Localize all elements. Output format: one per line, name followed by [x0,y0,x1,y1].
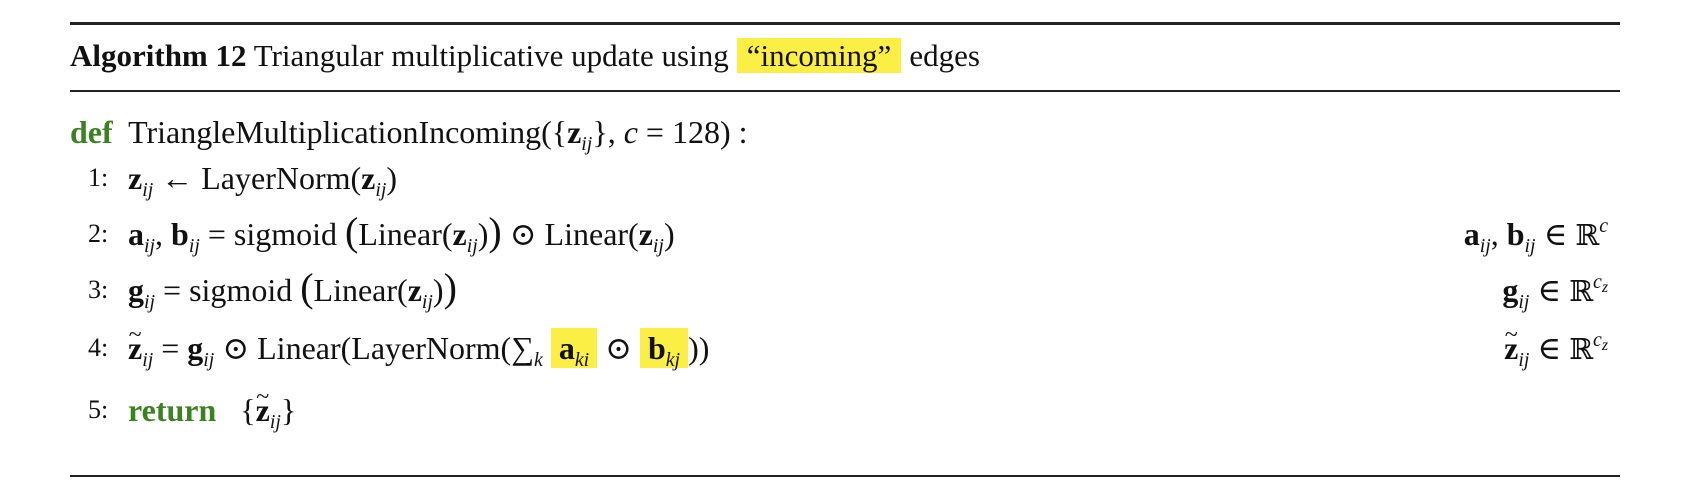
algorithm-step-5: 5: return {zij} [70,384,1620,436]
step-number: 5: [88,395,109,424]
algorithm-title-end: edges [909,38,980,73]
algorithm-step-4: 4: zij = gij ⊙ Linear(LayerNorm(∑k aki ⊙… [70,322,1620,374]
algorithm-step-2: 2: aij, bij = sigmoid (Linear(zij)) ⊙ Li… [70,208,1620,260]
bottom-rule [70,475,1620,477]
function-definition: def TriangleMultiplicationIncoming({zij}… [70,114,748,155]
step-expression: return {zij} [128,384,296,436]
step-number: 4: [88,333,109,362]
step-number: 2: [88,219,109,248]
step-expression: zij ← LayerNorm(zij) [128,160,398,201]
step-comment: aij, bij ∈ ℝc [1463,215,1608,257]
top-rule [70,22,1620,25]
step-expression: aij, bij = sigmoid (Linear(zij)) ⊙ Linea… [128,209,675,257]
algorithm-step-1: 1: zij ← LayerNorm(zij) [70,152,1620,204]
def-keyword: def [70,114,113,150]
return-keyword: return [128,392,217,428]
caption-rule [70,90,1620,92]
step-number: 1: [88,163,109,192]
step-expression: zij = gij ⊙ Linear(LayerNorm(∑k aki ⊙ bk… [128,322,709,374]
step-comment: zij ∈ ℝcz [1504,322,1608,375]
function-name: TriangleMultiplicationIncoming [128,114,542,150]
step-number: 3: [88,275,109,304]
algorithm-caption: Algorithm 12 Triangular multiplicative u… [70,32,980,80]
algorithm-title: Triangular multiplicative update using [253,38,729,73]
step-expression: gij = sigmoid (Linear(zij)) [128,265,457,313]
highlighted-term: bkj [639,328,689,370]
algorithm-label: Algorithm 12 [70,38,247,73]
algorithm-step-3: 3: gij = sigmoid (Linear(zij)) gij ∈ ℝcz [70,264,1620,316]
highlighted-word: “incoming” [736,38,902,73]
default-c-value: 128 [671,114,720,150]
highlighted-term: aki [550,328,598,370]
step-comment: gij ∈ ℝcz [1502,271,1608,313]
